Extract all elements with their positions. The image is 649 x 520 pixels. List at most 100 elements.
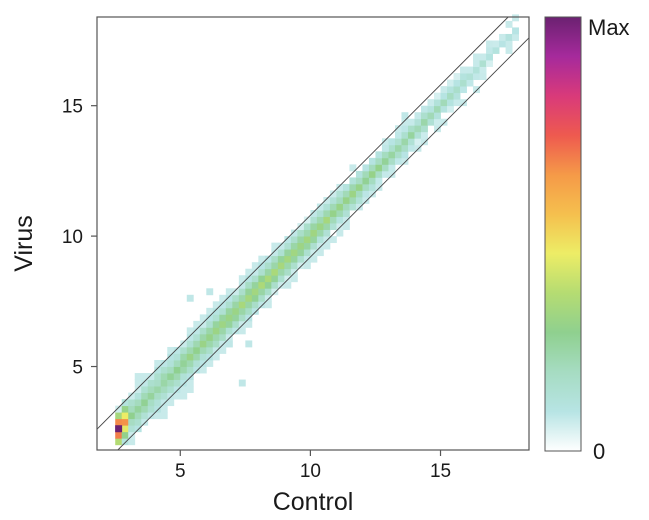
heat-bin [115, 412, 123, 420]
heat-bin [180, 392, 188, 400]
heat-bin [180, 353, 188, 361]
heat-bin [303, 229, 311, 237]
heat-bin [225, 333, 233, 341]
heat-bin [284, 249, 292, 257]
heat-bin [329, 196, 337, 204]
heat-bin [349, 183, 357, 191]
heat-bin [219, 294, 227, 302]
heat-bin [323, 229, 331, 237]
heat-bin [414, 138, 422, 146]
heat-bin [375, 177, 383, 185]
heat-bin [258, 301, 266, 309]
heat-bin [453, 73, 461, 80]
heat-bin [349, 177, 357, 185]
heat-bin [219, 340, 227, 348]
heat-bin [303, 236, 311, 244]
heat-bin [238, 294, 246, 302]
heat-bin [167, 373, 175, 380]
heat-bin [199, 366, 207, 374]
heat-bin [121, 418, 129, 426]
heat-bin [115, 405, 123, 413]
heat-bin [186, 379, 194, 387]
heat-bin [401, 131, 409, 139]
heat-bin [193, 333, 201, 341]
heat-bin [355, 177, 363, 185]
heat-bin [329, 236, 337, 244]
heat-bin [141, 392, 149, 400]
heat-bin [245, 281, 253, 289]
heat-bin [434, 92, 441, 100]
heat-bin [316, 249, 324, 257]
heat-bin [421, 138, 428, 146]
heat-bin [238, 288, 246, 296]
heat-bin [238, 307, 246, 315]
heat-bin [206, 360, 214, 367]
heat-bin [473, 73, 480, 80]
heat-bin [199, 320, 207, 328]
heat-bin [160, 379, 168, 387]
heat-bin [167, 392, 175, 400]
heat-bin [180, 379, 188, 387]
heat-bin [264, 262, 272, 270]
y-tick-label: 5 [72, 358, 83, 379]
heat-bin [121, 431, 129, 439]
heat-bin [232, 294, 240, 302]
plot-frame [96, 16, 530, 451]
heat-bin [193, 320, 201, 328]
heat-bin [121, 425, 129, 433]
heat-bin [355, 190, 363, 198]
heat-bin [271, 262, 279, 270]
heat-bin [128, 431, 136, 439]
heat-bin [388, 151, 396, 159]
heat-bin [316, 236, 324, 244]
heat-bin [440, 118, 448, 126]
heat-bin [310, 242, 318, 250]
heat-bin [147, 379, 155, 387]
heat-bin [154, 379, 162, 387]
heat-bin [154, 412, 162, 420]
heat-bin [232, 327, 240, 335]
heat-bin [375, 151, 383, 159]
heat-bin [303, 255, 311, 263]
heat-bin [186, 353, 194, 361]
heat-bin [394, 138, 402, 146]
heat-bin [134, 418, 142, 426]
heat-bin [453, 92, 461, 100]
heat-bin [154, 392, 162, 400]
heat-bin [271, 249, 279, 257]
heat-bin [134, 412, 142, 420]
heat-bin [193, 360, 201, 367]
heat-bin [219, 301, 227, 309]
heat-bin [349, 190, 357, 198]
heat-bin [447, 92, 454, 100]
heat-bin [310, 236, 318, 244]
heat-bin [323, 236, 331, 244]
heat-bin [375, 164, 383, 172]
heat-bin [297, 262, 305, 270]
heat-bin [460, 99, 467, 107]
heat-bin [173, 379, 181, 387]
heat-bin [219, 320, 227, 328]
heat-bin [310, 255, 318, 263]
heat-bin [212, 301, 220, 309]
heat-bin [394, 157, 402, 165]
heat-bin [238, 275, 246, 283]
heat-bin [290, 275, 298, 283]
heat-bin [499, 33, 506, 41]
heat-bin [505, 40, 513, 48]
heat-bin [141, 379, 149, 387]
heat-bin [329, 203, 337, 211]
heat-bin [479, 66, 487, 74]
heat-bin [258, 262, 266, 270]
heat-bin [199, 327, 207, 335]
heat-bin [206, 307, 214, 315]
heat-bin [284, 281, 292, 289]
heat-bin [212, 314, 220, 322]
heat-bin [258, 281, 266, 289]
heat-bin [115, 418, 123, 426]
heat-bin [284, 275, 292, 283]
heat-bin [167, 366, 175, 374]
heat-bin [323, 196, 331, 204]
heat-bin [329, 216, 337, 224]
heat-bin [505, 47, 513, 54]
